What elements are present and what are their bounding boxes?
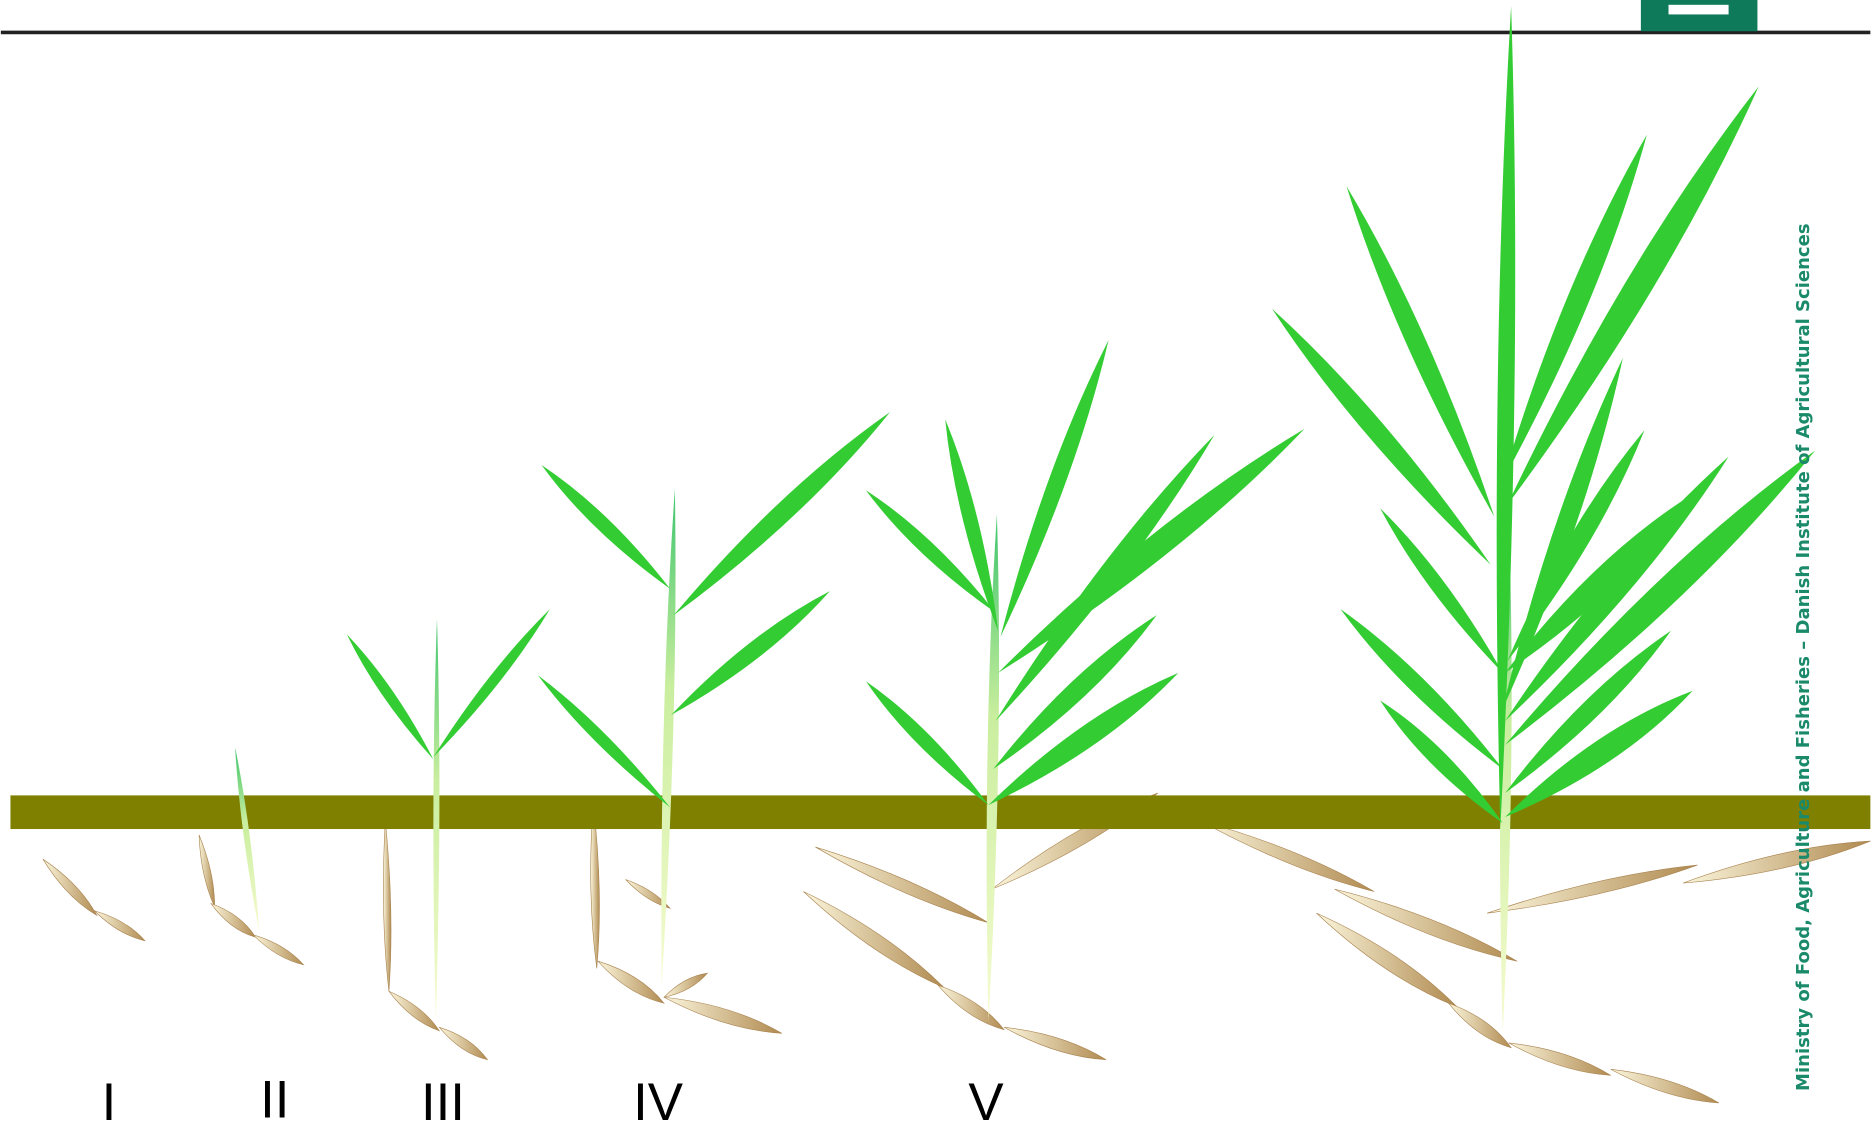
root xyxy=(938,985,1004,1029)
root xyxy=(664,997,782,1033)
stem xyxy=(433,619,439,1022)
root xyxy=(803,892,944,988)
root xyxy=(1487,865,1697,913)
logo-bar xyxy=(1669,5,1729,15)
leaf xyxy=(1508,87,1759,505)
root xyxy=(598,961,664,1003)
leaf xyxy=(671,591,830,715)
growth-stages-diagram: IIIIIIIVV Ministry of Food, Agriculture … xyxy=(0,0,1876,1121)
stage-label: II xyxy=(260,1070,289,1121)
stage-label: IV xyxy=(633,1073,684,1121)
root xyxy=(383,821,391,992)
leaf xyxy=(866,681,989,805)
leaf xyxy=(945,419,998,630)
root xyxy=(1004,1027,1106,1059)
stem xyxy=(235,747,259,931)
leaf xyxy=(347,634,434,759)
root xyxy=(439,1027,487,1059)
leaf xyxy=(1347,186,1495,516)
credit-text: Ministry of Food, Agriculture and Fisher… xyxy=(1793,223,1814,1091)
roots xyxy=(43,793,1870,1103)
stage-label: I xyxy=(102,1073,117,1121)
stem xyxy=(661,489,675,985)
root xyxy=(43,859,97,915)
root xyxy=(1449,1003,1511,1047)
root xyxy=(389,991,439,1031)
root xyxy=(211,904,255,938)
root xyxy=(1509,1043,1611,1075)
stage-label: V xyxy=(968,1073,1004,1121)
root xyxy=(1683,841,1870,883)
root xyxy=(95,911,145,941)
leaf xyxy=(1380,508,1503,673)
leaf xyxy=(998,429,1304,673)
leaf xyxy=(538,675,670,807)
leaf xyxy=(674,412,890,615)
root xyxy=(253,935,303,965)
root xyxy=(199,835,215,907)
leaf xyxy=(433,609,550,757)
root xyxy=(664,973,707,997)
plants xyxy=(235,6,1815,1033)
root xyxy=(1611,1069,1719,1103)
page: {"stages": ["I", "II", "III", "IV", "V"]… xyxy=(0,0,1876,1121)
logo-block xyxy=(1641,0,1758,31)
root xyxy=(1200,821,1374,892)
soil-surface xyxy=(10,795,1870,829)
leaf xyxy=(542,465,671,589)
stage-label: III xyxy=(421,1073,465,1121)
